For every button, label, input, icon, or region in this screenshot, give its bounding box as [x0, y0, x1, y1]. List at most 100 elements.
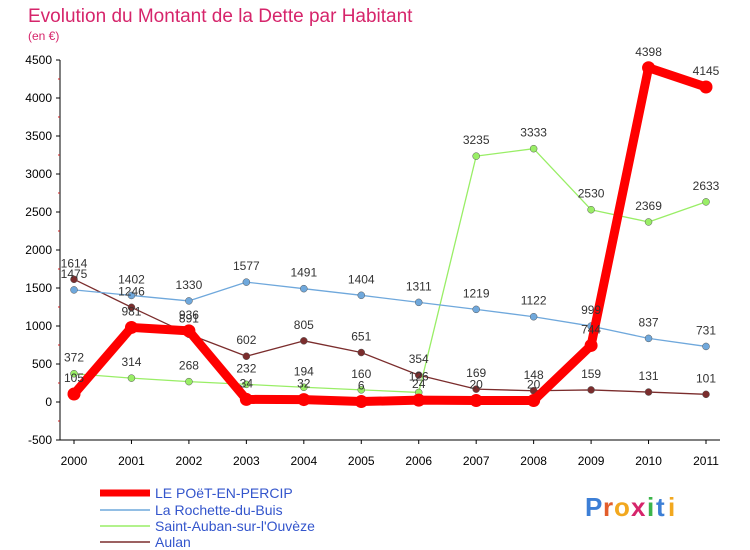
- data-label: 3235: [463, 133, 490, 147]
- series-point-1: [242, 278, 251, 286]
- data-label: 105: [64, 371, 84, 385]
- chart-title: Evolution du Montant de la Dette par Hab…: [28, 6, 413, 27]
- svg-text:P: P: [585, 492, 602, 522]
- series-point-1: [357, 291, 366, 300]
- series-layer: [67, 61, 713, 409]
- series-point-3: [644, 388, 653, 396]
- proxiti-logo: P r o x i t i: [585, 492, 675, 522]
- legend-label: La Rochette-du-Buis: [155, 502, 283, 518]
- series-point-3: [587, 386, 595, 394]
- data-label: 6: [358, 379, 365, 393]
- legend-label: Aulan: [155, 534, 191, 550]
- data-label: 1404: [348, 272, 375, 286]
- svg-text:i: i: [668, 492, 675, 522]
- series-point-3: [414, 371, 423, 379]
- data-label: 314: [121, 355, 141, 369]
- series-line-1: [73, 281, 707, 348]
- data-label: 131: [639, 369, 659, 383]
- data-label: 268: [179, 359, 199, 373]
- y-tick-label: -500: [28, 433, 52, 447]
- x-tick-label: 2000: [61, 454, 88, 468]
- series-point-2: [472, 152, 480, 160]
- data-label: 148: [524, 368, 544, 382]
- series-point-3: [357, 348, 366, 357]
- series-point-2: [529, 144, 538, 153]
- series-point-1: [127, 291, 136, 300]
- data-label: 160: [351, 367, 371, 381]
- data-label: 20: [527, 377, 541, 391]
- series-point-0: [584, 338, 598, 352]
- data-label: 24: [412, 377, 426, 391]
- data-label: 1614: [61, 256, 88, 270]
- data-label: 1246: [118, 284, 145, 298]
- x-tick-label: 2005: [348, 454, 375, 468]
- y-tick-label: 4500: [25, 53, 52, 67]
- series-point-2: [702, 198, 710, 206]
- x-tick-label: 2006: [405, 454, 432, 468]
- data-label: 1330: [176, 278, 203, 292]
- x-tick-label: 2008: [520, 454, 547, 468]
- series-point-1: [300, 284, 308, 293]
- data-label: 1475: [61, 267, 88, 281]
- series-point-0: [67, 387, 81, 401]
- data-label: 651: [351, 330, 371, 344]
- data-label: 20: [470, 377, 484, 391]
- series-point-0: [354, 395, 368, 409]
- series-point-2: [70, 369, 78, 378]
- x-tick-label: 2007: [463, 454, 490, 468]
- data-label: 1219: [463, 286, 490, 300]
- series-point-2: [242, 380, 251, 389]
- svg-text:i: i: [647, 492, 654, 522]
- data-label: 936: [179, 308, 199, 322]
- series-point-2: [127, 374, 136, 382]
- svg-text:r: r: [603, 492, 613, 522]
- x-tick-label: 2004: [290, 454, 317, 468]
- x-tick-label: 2002: [176, 454, 203, 468]
- series-point-3: [127, 303, 136, 312]
- series-point-1: [414, 298, 423, 307]
- series-line-3: [73, 278, 707, 395]
- data-label: 2633: [693, 179, 720, 193]
- series-point-3: [70, 275, 78, 284]
- data-label: 891: [179, 311, 199, 325]
- data-label: 4145: [693, 64, 720, 78]
- data-label: 232: [236, 361, 256, 375]
- legend-label: LE POëT-EN-PERCIP: [155, 485, 293, 501]
- x-tick-label: 2003: [233, 454, 260, 468]
- series-point-0: [469, 393, 483, 407]
- series-point-0: [124, 320, 138, 334]
- x-tick-label: 2001: [118, 454, 145, 468]
- data-label: 2530: [578, 187, 605, 201]
- data-label: 3333: [520, 126, 547, 140]
- svg-text:x: x: [631, 492, 646, 522]
- data-label: 194: [294, 364, 314, 378]
- data-label: 602: [236, 333, 256, 347]
- y-tick-label: 0: [45, 395, 52, 409]
- svg-text:t: t: [656, 492, 665, 522]
- data-label: 1311: [406, 279, 432, 293]
- x-tick-label: 2010: [635, 454, 662, 468]
- data-label: 731: [696, 323, 716, 337]
- data-label: 354: [409, 352, 429, 366]
- data-label: 1491: [290, 266, 317, 280]
- data-label: 34: [240, 376, 254, 390]
- series-point-2: [357, 386, 366, 394]
- data-label: 159: [581, 367, 601, 381]
- data-label: 372: [64, 351, 84, 365]
- series-point-1: [70, 286, 78, 294]
- data-label: 169: [466, 366, 486, 380]
- data-label: 1577: [233, 259, 260, 273]
- series-point-1: [472, 305, 480, 314]
- axes: -500 0 500 1000 1500 2000 2500 3000 3500 4000 4500…: [25, 53, 720, 468]
- y-tick-label: 500: [32, 357, 52, 371]
- legend-label: Saint-Auban-sur-l'Ouvèze: [155, 518, 315, 534]
- data-label: 744: [581, 322, 601, 336]
- series-point-0: [642, 61, 656, 75]
- series-line-2: [73, 148, 707, 394]
- y-tick-label: 3500: [25, 129, 52, 143]
- data-label: 1122: [521, 294, 547, 308]
- series-point-1: [644, 334, 653, 343]
- data-label: 4398: [635, 45, 662, 59]
